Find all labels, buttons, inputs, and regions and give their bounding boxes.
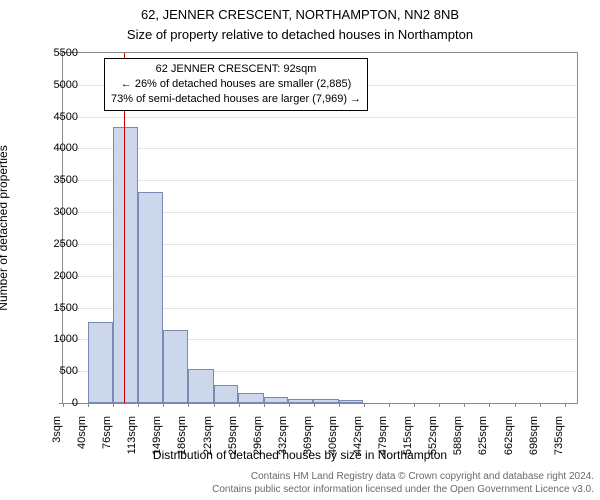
footer-line-1: Contains HM Land Registry data © Crown c… [212,471,594,484]
chart-container: 62, JENNER CRESCENT, NORTHAMPTON, NN2 8N… [0,0,600,500]
annotation-box: 62 JENNER CRESCENT: 92sqm ← 26% of detac… [104,58,368,111]
xtick-mark [289,403,290,407]
xtick-mark [113,403,114,407]
ytick-label: 0 [28,397,78,409]
xtick-mark [239,403,240,407]
xtick-mark [163,403,164,407]
xtick-mark [439,403,440,407]
xtick-mark [214,403,215,407]
annotation-line-1: 62 JENNER CRESCENT: 92sqm [111,62,361,77]
histogram-bar [238,393,263,403]
ytick-label: 4000 [28,142,78,154]
xtick-mark [540,403,541,407]
ytick-label: 1000 [28,333,78,345]
ytick-label: 500 [28,365,78,377]
gridline [63,148,577,149]
footer-line-2: Contains public sector information licen… [212,484,594,497]
ytick-label: 3000 [28,206,78,218]
xtick-mark [138,403,139,407]
xtick-mark [389,403,390,407]
histogram-bar [339,400,364,403]
histogram-bar [113,127,138,403]
histogram-bar [313,399,338,403]
xtick-mark [339,403,340,407]
xtick-mark [88,403,89,407]
histogram-bar [88,322,113,403]
ytick-label: 2500 [28,238,78,250]
ytick-label: 3500 [28,174,78,186]
ytick-label: 5000 [28,79,78,91]
plot-area: 62 JENNER CRESCENT: 92sqm ← 26% of detac… [62,52,578,404]
y-axis-label: Number of detached properties [0,145,10,310]
footer-attribution: Contains HM Land Registry data © Crown c… [212,471,594,496]
xtick-mark [364,403,365,407]
histogram-bar [214,385,239,403]
xtick-mark [489,403,490,407]
gridline [63,117,577,118]
xtick-mark [414,403,415,407]
xtick-mark [188,403,189,407]
xtick-mark [464,403,465,407]
ytick-label: 5500 [28,47,78,59]
ytick-label: 4500 [28,111,78,123]
histogram-bar [288,399,313,403]
histogram-bar [163,330,188,403]
gridline [63,180,577,181]
ytick-label: 2000 [28,270,78,282]
xtick-mark [264,403,265,407]
histogram-bar [188,369,213,403]
ytick-label: 1500 [28,302,78,314]
histogram-bar [264,397,289,403]
annotation-line-2: ← 26% of detached houses are smaller (2,… [111,77,361,92]
xtick-mark [515,403,516,407]
annotation-line-3: 73% of semi-detached houses are larger (… [111,92,361,107]
xtick-mark [565,403,566,407]
page-subtitle: Size of property relative to detached ho… [0,26,600,44]
page-title: 62, JENNER CRESCENT, NORTHAMPTON, NN2 8N… [0,0,600,24]
histogram-bar [138,192,163,403]
xtick-mark [314,403,315,407]
